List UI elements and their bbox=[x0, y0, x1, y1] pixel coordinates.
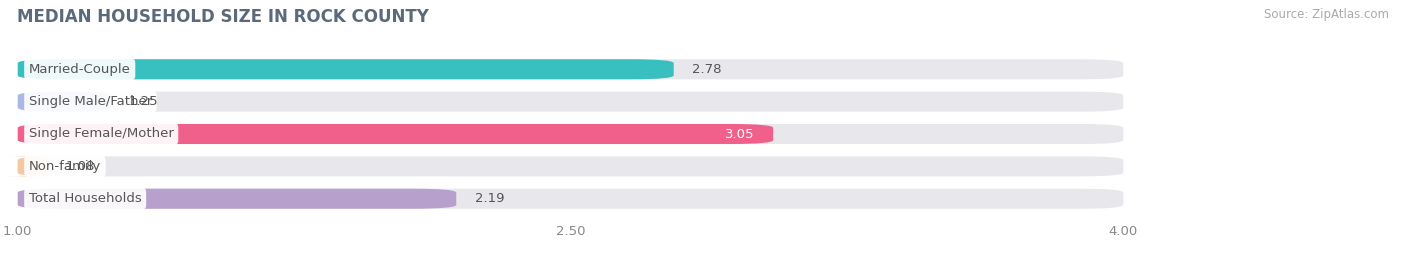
Text: Source: ZipAtlas.com: Source: ZipAtlas.com bbox=[1264, 8, 1389, 21]
Text: Total Households: Total Households bbox=[28, 192, 142, 205]
Text: 2.78: 2.78 bbox=[692, 63, 721, 76]
Text: 2.19: 2.19 bbox=[475, 192, 505, 205]
Text: 3.05: 3.05 bbox=[725, 128, 755, 140]
FancyBboxPatch shape bbox=[18, 156, 1123, 176]
Text: MEDIAN HOUSEHOLD SIZE IN ROCK COUNTY: MEDIAN HOUSEHOLD SIZE IN ROCK COUNTY bbox=[17, 8, 429, 26]
FancyBboxPatch shape bbox=[18, 189, 1123, 209]
Text: 1.25: 1.25 bbox=[128, 95, 157, 108]
FancyBboxPatch shape bbox=[18, 59, 1123, 79]
Text: Single Male/Father: Single Male/Father bbox=[28, 95, 152, 108]
FancyBboxPatch shape bbox=[18, 92, 110, 112]
FancyBboxPatch shape bbox=[18, 124, 773, 144]
Text: Married-Couple: Married-Couple bbox=[28, 63, 131, 76]
FancyBboxPatch shape bbox=[18, 92, 1123, 112]
Text: 1.08: 1.08 bbox=[66, 160, 96, 173]
FancyBboxPatch shape bbox=[18, 124, 1123, 144]
FancyBboxPatch shape bbox=[18, 59, 673, 79]
FancyBboxPatch shape bbox=[3, 156, 62, 176]
Text: Non-family: Non-family bbox=[28, 160, 101, 173]
Text: Single Female/Mother: Single Female/Mother bbox=[28, 128, 174, 140]
FancyBboxPatch shape bbox=[18, 189, 457, 209]
